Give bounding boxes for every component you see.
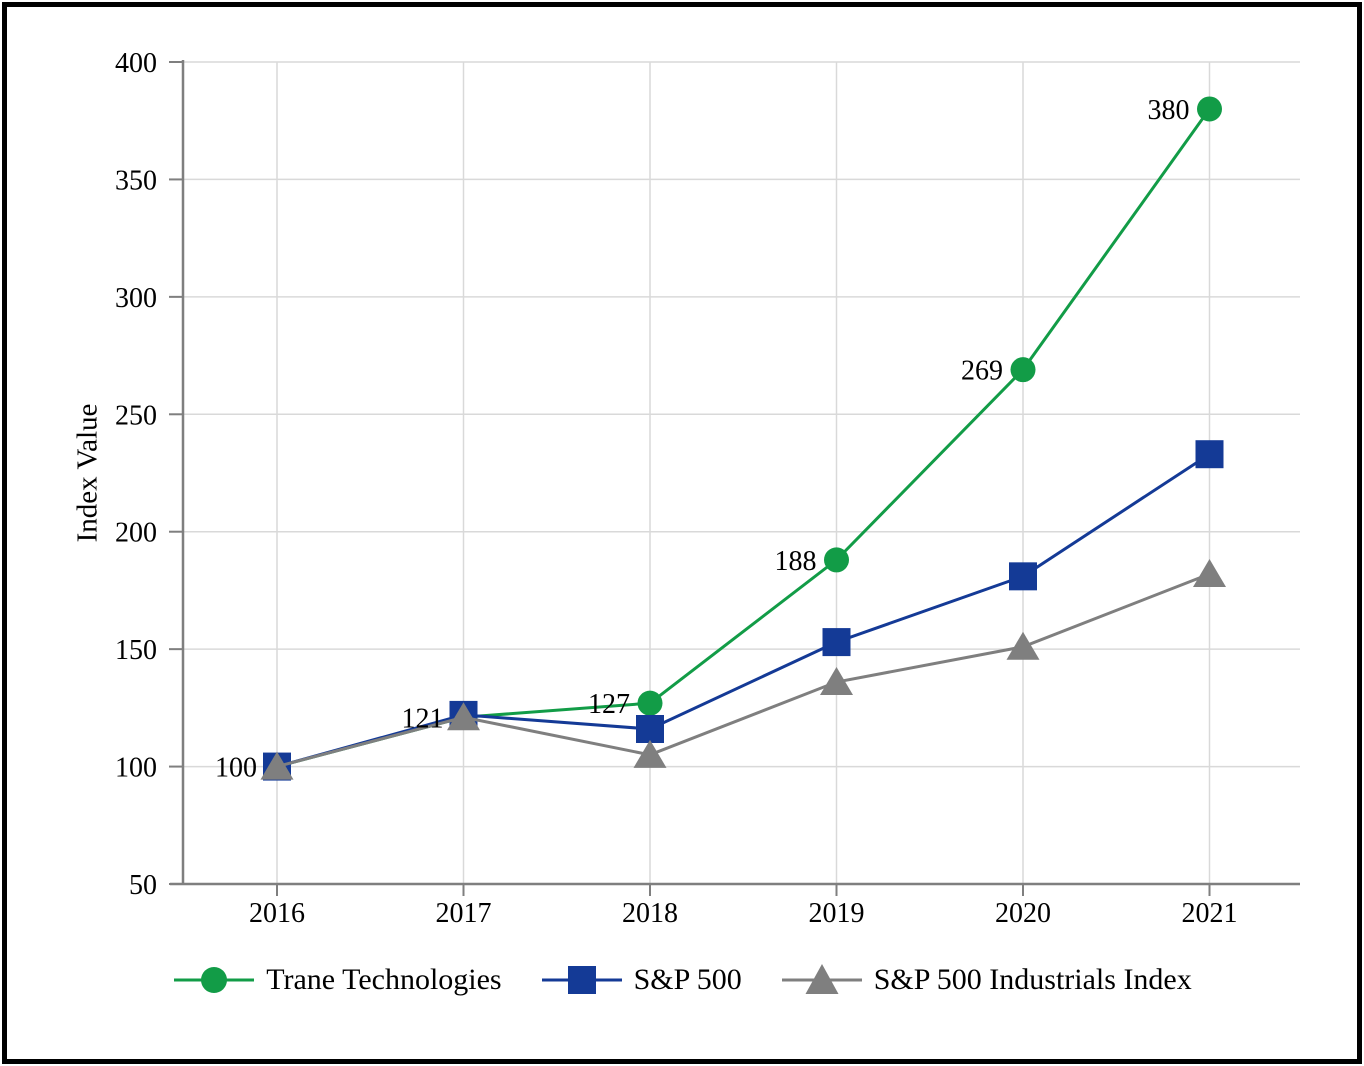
y-tick-label: 200: [115, 518, 157, 549]
y-tick-label: 300: [115, 283, 157, 314]
x-tick-label: 2019: [809, 898, 865, 929]
y-tick-label: 400: [115, 48, 157, 79]
data-point-marker-square: [1195, 440, 1224, 469]
legend-marker-circle-icon: [174, 967, 255, 993]
legend-item-sp500-industrials: S&P 500 Industrials Index: [780, 962, 1192, 998]
y-tick-label: 350: [115, 165, 157, 196]
data-point-label: 188: [775, 546, 817, 577]
legend: Trane Technologies S&P 500 S&P 500 Indus…: [0, 952, 1364, 1008]
data-point-marker-square: [1009, 562, 1037, 591]
legend-item-sp500: S&P 500: [540, 962, 742, 998]
legend-label: S&P 500: [633, 963, 742, 996]
data-point-label: 380: [1148, 95, 1190, 126]
series-line-circle: [276, 108, 1211, 769]
data-point-marker-square: [636, 714, 664, 743]
data-point-label: 121: [402, 703, 444, 734]
series-line-triangle: [276, 572, 1211, 769]
legend-label: Trane Technologies: [266, 963, 502, 996]
data-point-label: 127: [588, 689, 630, 720]
x-tick-label: 2018: [622, 898, 678, 929]
x-tick-label: 2016: [249, 898, 305, 929]
data-point-marker-triangle: [260, 751, 294, 780]
legend-label: S&P 500 Industrials Index: [873, 963, 1192, 996]
x-tick-label: 2017: [436, 898, 492, 929]
legend-marker-square-icon: [541, 966, 622, 994]
y-tick-label: 100: [115, 753, 157, 784]
data-point-marker-circle: [1010, 357, 1036, 383]
y-tick-label: 250: [115, 400, 157, 431]
y-tick-label: 150: [115, 635, 157, 666]
data-point-marker-triangle: [447, 702, 480, 731]
data-point-marker-triangle: [1006, 631, 1040, 660]
data-point-label: 100: [215, 753, 257, 784]
legend-item-trane-technologies: Trane Technologies: [172, 962, 502, 998]
y-axis-title: Index Value: [71, 403, 104, 543]
legend-marker-triangle-icon: [781, 964, 862, 994]
data-point-marker-triangle: [1193, 558, 1226, 587]
x-tick-label: 2021: [1182, 898, 1238, 929]
data-point-marker-triangle: [820, 667, 853, 696]
data-point-marker-triangle: [633, 739, 667, 768]
y-tick-label: 50: [129, 870, 157, 901]
x-tick-label: 2020: [995, 898, 1051, 929]
data-point-marker-circle: [824, 547, 849, 573]
series-line-square: [276, 452, 1211, 769]
data-point-label: 269: [961, 356, 1003, 387]
data-point-marker-circle: [637, 690, 663, 716]
data-point-marker-square: [822, 628, 851, 657]
data-point-marker-circle: [1197, 96, 1222, 122]
